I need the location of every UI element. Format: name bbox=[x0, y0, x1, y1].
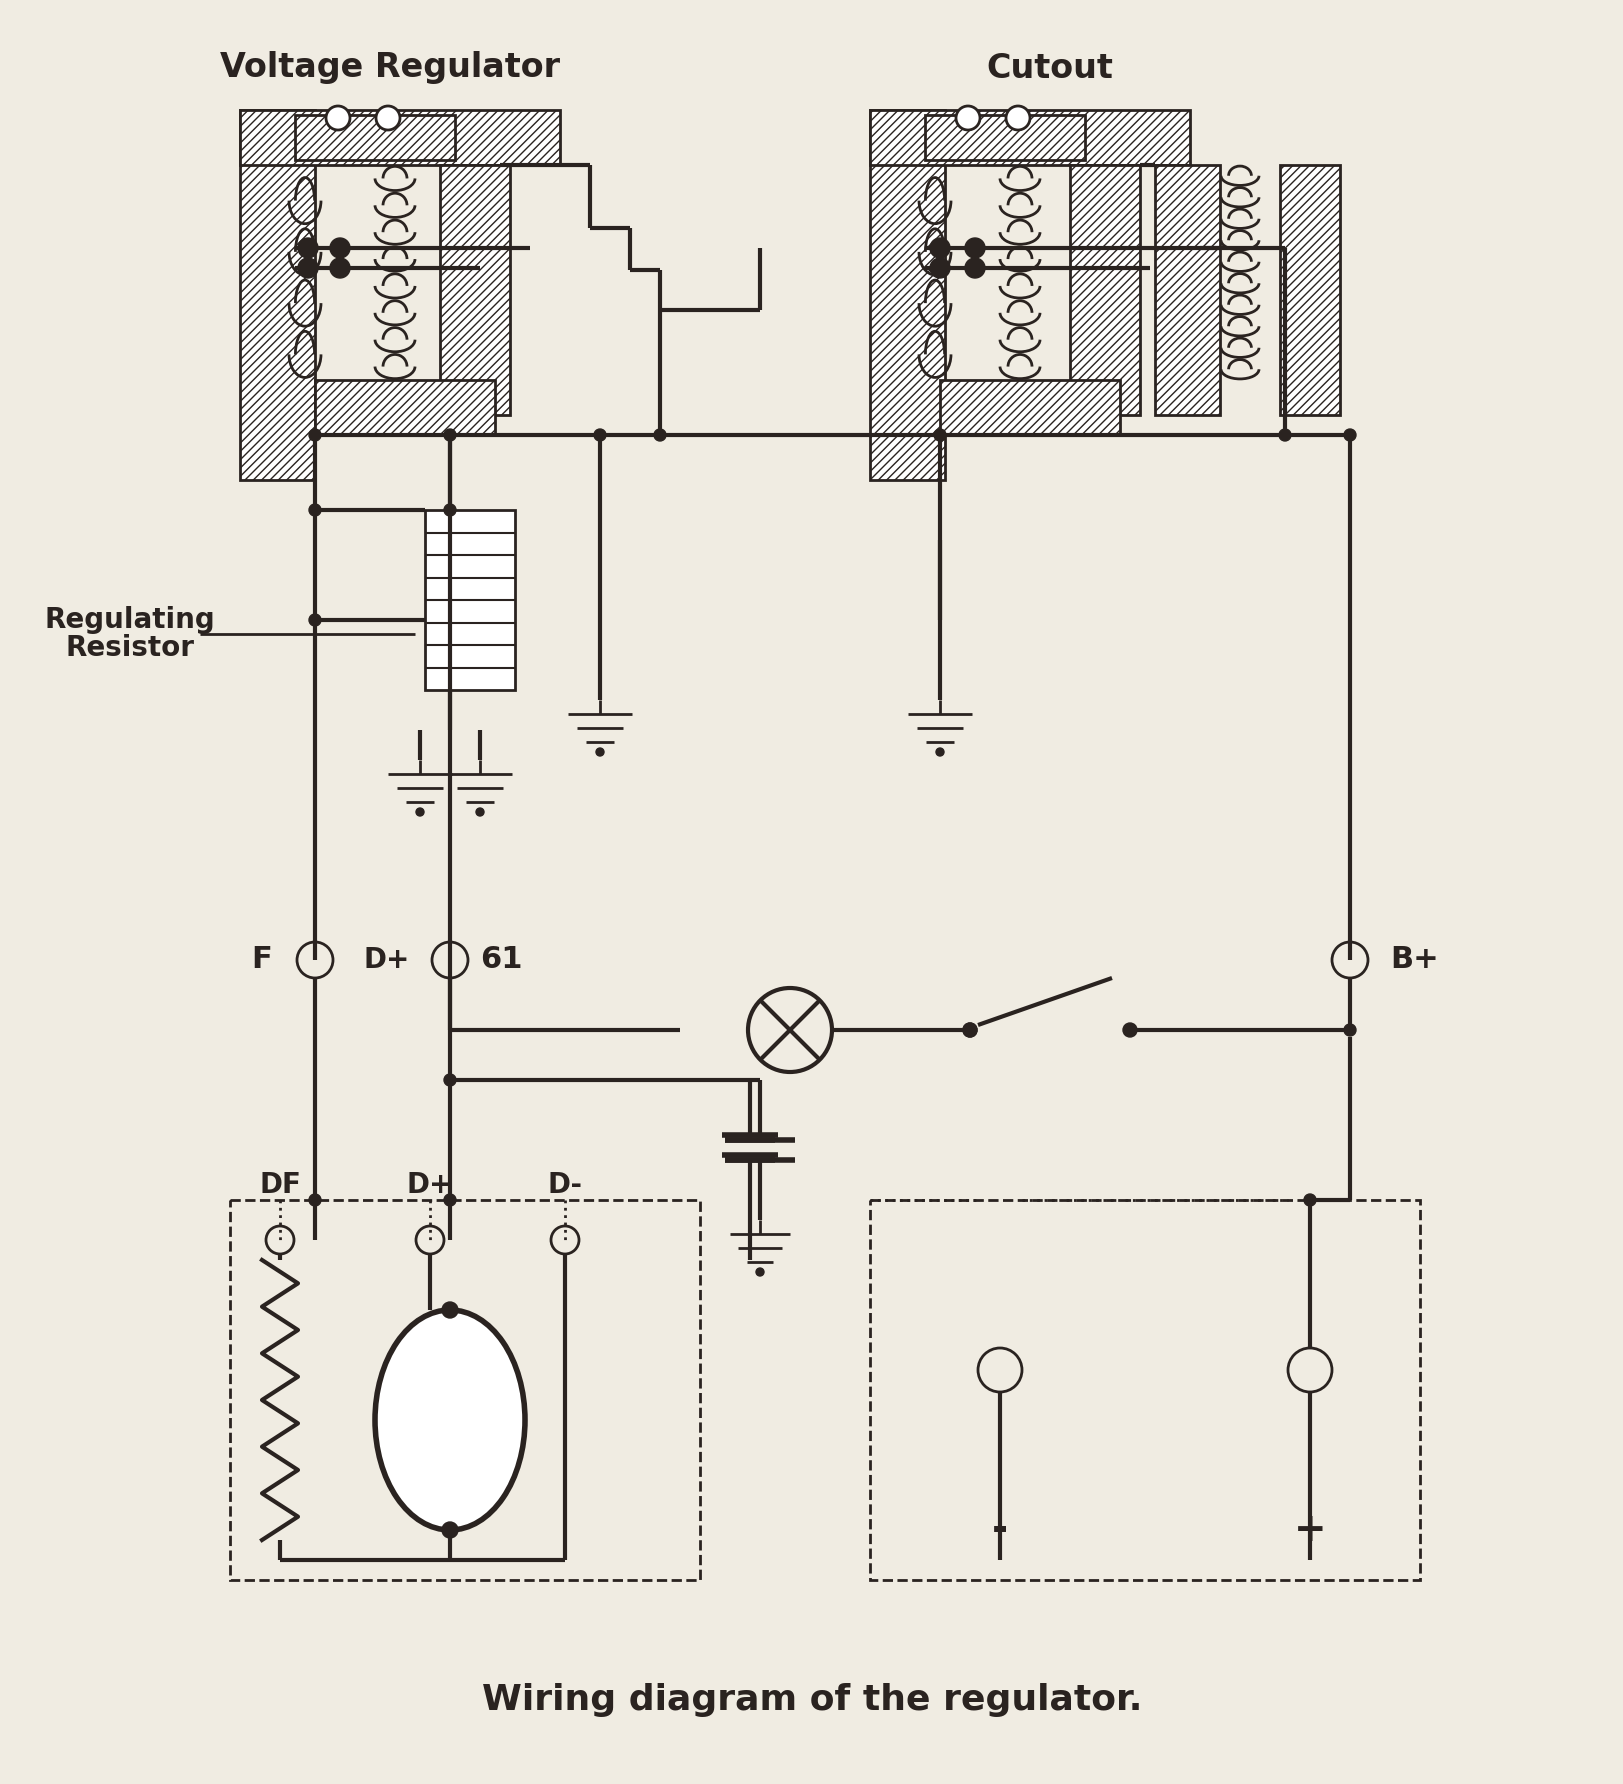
Text: -: - bbox=[992, 1511, 1008, 1549]
Text: B+: B+ bbox=[1389, 946, 1438, 974]
Circle shape bbox=[930, 237, 949, 259]
Circle shape bbox=[1123, 1022, 1136, 1037]
Circle shape bbox=[1344, 428, 1355, 441]
Circle shape bbox=[415, 808, 424, 815]
Circle shape bbox=[443, 1074, 456, 1086]
Text: 61: 61 bbox=[480, 946, 523, 974]
Bar bbox=[870, 111, 1190, 164]
Text: +: + bbox=[1294, 1511, 1326, 1549]
Circle shape bbox=[654, 428, 665, 441]
Bar bbox=[440, 164, 510, 416]
Bar bbox=[425, 510, 514, 690]
Bar bbox=[1154, 164, 1219, 416]
Bar bbox=[925, 114, 1084, 161]
Circle shape bbox=[326, 105, 351, 130]
Circle shape bbox=[441, 1522, 458, 1538]
Circle shape bbox=[308, 428, 321, 441]
Circle shape bbox=[443, 1193, 456, 1206]
Bar bbox=[230, 1201, 700, 1581]
Circle shape bbox=[933, 428, 946, 441]
Bar bbox=[940, 380, 1120, 435]
Text: Regulating: Regulating bbox=[44, 607, 216, 633]
Circle shape bbox=[962, 1022, 977, 1037]
Circle shape bbox=[964, 237, 985, 259]
Circle shape bbox=[962, 1022, 977, 1037]
Circle shape bbox=[1005, 105, 1029, 130]
Bar bbox=[870, 1201, 1419, 1581]
Circle shape bbox=[964, 259, 985, 278]
Circle shape bbox=[1344, 1024, 1355, 1037]
Text: D+: D+ bbox=[364, 946, 409, 974]
Circle shape bbox=[329, 237, 351, 259]
Text: D+: D+ bbox=[407, 1170, 453, 1199]
Text: Voltage Regulator: Voltage Regulator bbox=[219, 52, 560, 84]
Bar bbox=[870, 111, 945, 480]
Text: Cutout: Cutout bbox=[985, 52, 1113, 84]
Text: DF: DF bbox=[260, 1170, 300, 1199]
Circle shape bbox=[297, 237, 318, 259]
Circle shape bbox=[308, 505, 321, 516]
Text: Wiring diagram of the regulator.: Wiring diagram of the regulator. bbox=[482, 1682, 1141, 1716]
Circle shape bbox=[443, 505, 456, 516]
Circle shape bbox=[441, 1302, 458, 1318]
Bar bbox=[1279, 164, 1339, 416]
Circle shape bbox=[297, 259, 318, 278]
Text: F: F bbox=[252, 946, 271, 974]
Circle shape bbox=[476, 808, 484, 815]
Bar bbox=[315, 380, 495, 435]
Circle shape bbox=[596, 747, 604, 756]
Bar bbox=[240, 111, 315, 480]
Bar bbox=[1070, 164, 1139, 416]
Circle shape bbox=[443, 428, 456, 441]
Circle shape bbox=[308, 614, 321, 626]
Circle shape bbox=[1303, 1193, 1315, 1206]
Circle shape bbox=[930, 259, 949, 278]
Circle shape bbox=[594, 428, 605, 441]
Bar bbox=[240, 111, 560, 164]
Circle shape bbox=[956, 105, 979, 130]
Circle shape bbox=[308, 1193, 321, 1206]
Bar bbox=[295, 114, 454, 161]
Circle shape bbox=[329, 259, 351, 278]
Circle shape bbox=[377, 105, 399, 130]
Circle shape bbox=[1279, 428, 1290, 441]
Circle shape bbox=[935, 747, 943, 756]
Text: D-: D- bbox=[547, 1170, 583, 1199]
Circle shape bbox=[756, 1268, 763, 1276]
Text: Resistor: Resistor bbox=[65, 633, 195, 662]
Ellipse shape bbox=[375, 1309, 524, 1531]
